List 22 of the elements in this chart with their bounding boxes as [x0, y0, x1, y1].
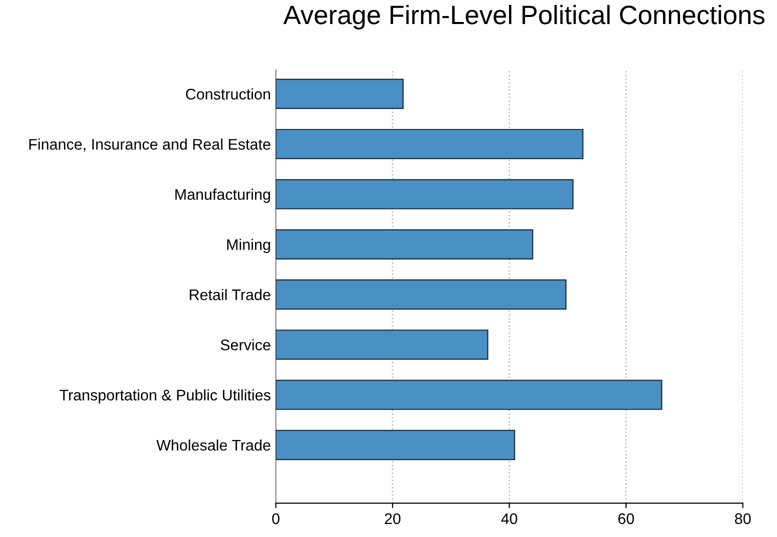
x-tick-label: 60: [618, 513, 634, 524]
bar: [276, 330, 488, 360]
y-tick-label: Mining: [227, 238, 270, 254]
bar: [276, 279, 566, 310]
y-tick-label: Transportation & Public Utilities: [60, 389, 270, 404]
y-tick-label: Construction: [186, 88, 270, 100]
bar: [276, 229, 534, 260]
y-tick-label: Wholesale Trade: [156, 439, 270, 451]
bar: [276, 380, 662, 410]
y-tick-label: Finance, Insurance and Real Estate: [29, 138, 270, 152]
x-tick-label: 0: [272, 513, 280, 524]
y-tick-label: Retail Trade: [190, 288, 270, 300]
bar: [276, 179, 574, 210]
y-tick-label: Manufacturing: [175, 188, 270, 203]
x-tick-label: 40: [501, 513, 518, 524]
y-tick-label: Service: [220, 339, 270, 350]
chart-title: Average Firm-Level Political Connections: [283, 4, 764, 30]
bar: [276, 430, 516, 460]
bar: [276, 128, 584, 160]
x-tick-label: 80: [734, 513, 751, 524]
bar: [276, 78, 404, 109]
x-tick-label: 20: [384, 513, 400, 524]
